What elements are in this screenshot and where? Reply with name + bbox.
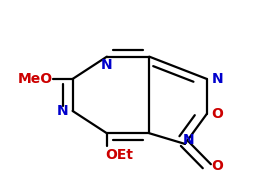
Text: O: O — [211, 159, 223, 173]
Text: O: O — [211, 107, 223, 121]
Text: N: N — [57, 104, 69, 118]
Text: OEt: OEt — [105, 148, 133, 162]
Text: MeO: MeO — [18, 72, 53, 86]
Text: N: N — [211, 72, 223, 86]
Text: N: N — [183, 133, 195, 147]
Text: N: N — [101, 58, 113, 72]
